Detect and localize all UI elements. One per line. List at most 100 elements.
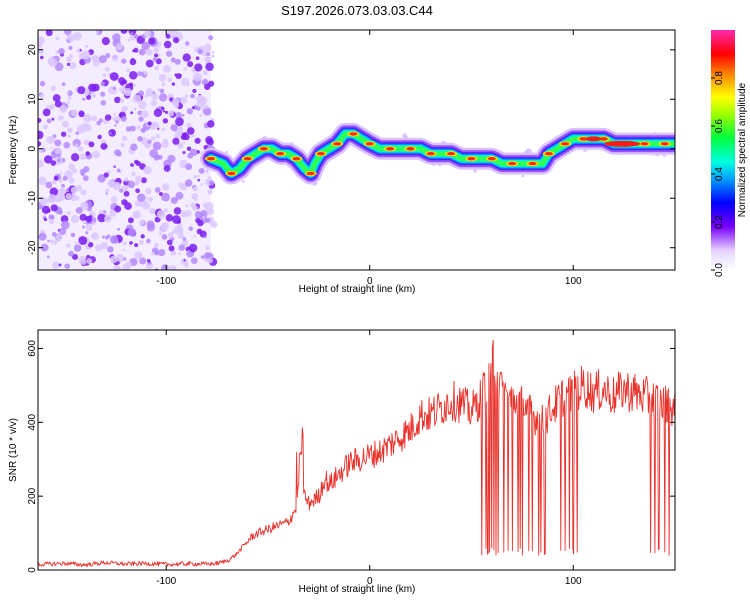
noise-speckle [181, 239, 189, 247]
noise-speckle [152, 141, 162, 151]
noise-speckle [134, 243, 139, 248]
noise-speckle [178, 182, 184, 188]
spectrogram-marks [38, 30, 675, 270]
noise-speckle [83, 139, 90, 146]
noise-speckle [67, 127, 73, 134]
ridge-peak [487, 156, 496, 161]
noise-speckle [57, 158, 61, 163]
noise-speckle [68, 163, 76, 170]
noise-speckle [205, 245, 210, 251]
noise-speckle [58, 178, 63, 183]
noise-speckle [88, 141, 95, 148]
noise-speckle [38, 176, 47, 185]
noise-speckle [179, 73, 182, 77]
noise-speckle [95, 244, 103, 252]
noise-speckle [39, 80, 46, 87]
noise-speckle [172, 137, 180, 145]
figure-title: S197.2026.073.03.03.C44 [281, 3, 433, 18]
noise-speckle [172, 215, 181, 224]
ridge-peak [604, 140, 641, 147]
noise-speckle [161, 234, 168, 240]
noise-speckle [111, 54, 119, 62]
noise-speckle [135, 188, 140, 194]
noise-speckle [123, 87, 132, 97]
spectrogram-y-label: Frequency (Hz) [8, 116, 19, 185]
noise-speckle [150, 136, 156, 141]
noise-speckle [58, 47, 65, 55]
noise-speckle [194, 63, 203, 72]
noise-speckle [186, 127, 195, 135]
noise-speckle [66, 243, 71, 248]
noise-speckle [159, 232, 163, 236]
ridge-peak [333, 142, 342, 146]
noise-speckle [49, 187, 59, 196]
noise-speckle [173, 207, 182, 215]
noise-speckle [103, 210, 107, 214]
noise-speckle [186, 122, 192, 129]
noise-speckle [72, 253, 79, 260]
noise-speckle [127, 180, 135, 189]
noise-speckle [139, 257, 147, 265]
spectrogram-x-tick-label: -100 [156, 276, 176, 287]
noise-speckle [47, 57, 55, 65]
noise-speckle [181, 77, 190, 86]
noise-speckle [133, 83, 137, 87]
noise-speckle [100, 81, 105, 87]
noise-speckle [74, 241, 78, 245]
noise-speckle [116, 168, 121, 173]
noise-speckle [185, 41, 190, 46]
snr-background [38, 330, 675, 570]
noise-speckle [154, 243, 159, 248]
noise-speckle [147, 196, 153, 203]
noise-speckle [180, 96, 188, 104]
noise-speckle [162, 118, 169, 124]
noise-speckle [38, 130, 44, 140]
spectrogram-x-label: Height of straight line (km) [299, 284, 416, 295]
noise-speckle [138, 100, 147, 110]
noise-speckle [141, 41, 150, 51]
noise-speckle [165, 50, 173, 57]
noise-speckle [194, 211, 203, 219]
noise-speckle [149, 207, 156, 215]
noise-speckle [40, 243, 49, 252]
noise-speckle [109, 209, 117, 217]
noise-speckle [121, 105, 128, 112]
noise-speckle [164, 110, 169, 114]
noise-speckle [148, 37, 156, 45]
noise-speckle [137, 135, 143, 142]
noise-speckle [140, 177, 147, 184]
noise-speckle [170, 124, 178, 132]
noise-speckle [86, 258, 93, 264]
noise-speckle [72, 168, 77, 174]
noise-speckle [97, 134, 102, 140]
noise-speckle [145, 88, 154, 97]
noise-speckle [50, 146, 53, 150]
noise-speckle [173, 37, 180, 44]
noise-speckle [78, 236, 88, 245]
noise-speckle [132, 94, 142, 104]
snr-y-tick-label: 600 [27, 340, 38, 357]
colorbar-tick-label: 0.0 [714, 263, 725, 277]
noise-speckle [144, 30, 152, 38]
noise-speckle [206, 52, 211, 57]
ridge-peak [660, 142, 669, 146]
noise-speckle [117, 227, 121, 231]
noise-speckle [125, 126, 132, 132]
noise-speckle [66, 33, 76, 42]
noise-speckle [103, 172, 109, 178]
noise-speckle [187, 61, 194, 68]
spectrogram-y-tick-label: 0 [27, 146, 38, 152]
noise-speckle [49, 104, 56, 110]
noise-speckle [203, 252, 211, 259]
noise-speckle [63, 141, 71, 149]
snr-series-line [38, 339, 675, 568]
noise-speckle [68, 45, 73, 51]
noise-speckle [75, 184, 82, 192]
spectrogram-x-tick-label: 0 [367, 276, 373, 287]
ridge-peak [292, 156, 301, 161]
ridge-peak [206, 156, 215, 161]
noise-speckle [190, 134, 195, 138]
noise-speckle [121, 135, 128, 142]
noise-speckle [143, 165, 152, 175]
